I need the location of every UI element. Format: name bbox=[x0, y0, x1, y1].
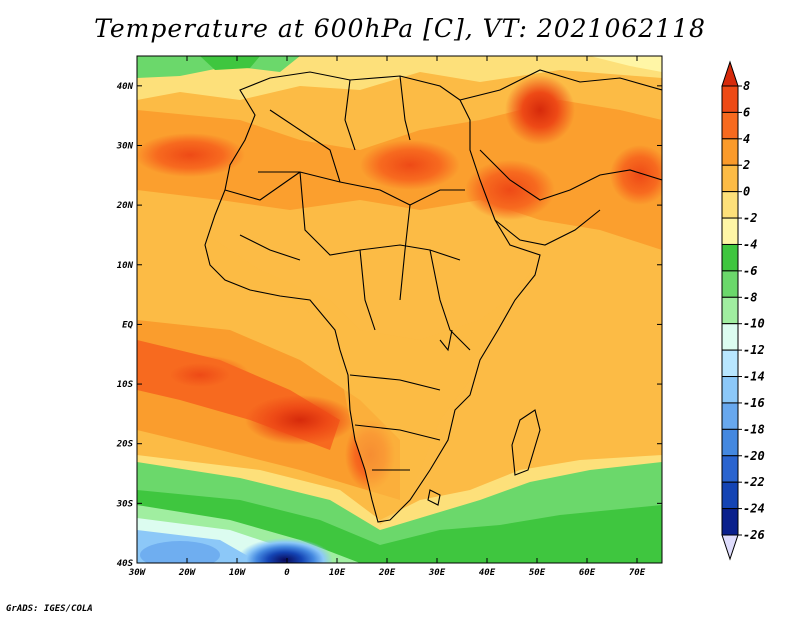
lat-tick-label: 40S bbox=[117, 559, 134, 569]
colorbar: 8 6 4 2 0 -2 -4 -6 -8 -10 -12 -14 -16 -18 -20 -22 -24 -26 bbox=[721, 60, 765, 561]
lat-tick-label: 20N bbox=[116, 201, 134, 211]
colorbar-box bbox=[721, 323, 739, 351]
axis-ticks: 30W 20W 10W 0 10E 20E 30E 40E 50E 60E 70E 40N 30N 20N… bbox=[116, 56, 662, 578]
lon-tick-label: 10W bbox=[229, 568, 247, 578]
lon-tick-label: 70E bbox=[629, 568, 646, 578]
colorbar-label: -18 bbox=[743, 422, 765, 436]
colorbar-label: -12 bbox=[743, 343, 765, 357]
grads-credit: GrADS: IGES/COLA bbox=[6, 604, 93, 614]
colorbar-label: -2 bbox=[743, 211, 757, 225]
colorbar-label: 2 bbox=[742, 158, 750, 172]
lat-tick-label: 10N bbox=[117, 261, 134, 271]
colorbar-box bbox=[721, 481, 739, 510]
lat-tick-label: 30N bbox=[116, 141, 134, 151]
colorbar-box bbox=[721, 376, 739, 404]
colorbar-box bbox=[721, 455, 739, 483]
colorbar-label: -26 bbox=[743, 528, 765, 542]
lat-tick-label: 40N bbox=[117, 82, 134, 92]
colorbar-box bbox=[721, 296, 739, 325]
colorbar-box bbox=[721, 85, 739, 113]
colorbar-label: 4 bbox=[743, 132, 750, 146]
colorbar-box bbox=[721, 349, 739, 378]
colorbar-label: -16 bbox=[743, 396, 765, 410]
colorbar-box bbox=[721, 243, 739, 272]
colorbar-label: 6 bbox=[743, 105, 750, 119]
colorbar-label: -20 bbox=[743, 449, 765, 463]
lat-tick-label: 30S bbox=[116, 499, 134, 509]
colorbar-box bbox=[721, 508, 739, 536]
lat-tick-label: 10S bbox=[117, 380, 134, 390]
lat-tick-label: 20S bbox=[116, 440, 134, 450]
colorbar-box bbox=[721, 138, 739, 166]
lat-tick-label: EQ bbox=[122, 320, 133, 330]
chart-title: Temperature at 600hPa [C], VT: 202106211… bbox=[94, 14, 706, 43]
lon-tick-label: 20E bbox=[378, 568, 396, 578]
colorbar-box bbox=[721, 428, 739, 457]
colorbar-box bbox=[721, 191, 739, 219]
colorbar-box bbox=[721, 164, 739, 193]
lon-tick-label: 0 bbox=[284, 568, 290, 578]
colorbar-label: -4 bbox=[743, 237, 757, 251]
lon-tick-label: 10E bbox=[329, 568, 346, 578]
temperature-field bbox=[137, 56, 662, 563]
colorbar-label: -6 bbox=[743, 264, 757, 278]
colorbar-label: -14 bbox=[743, 370, 765, 384]
lon-tick-label: 20W bbox=[178, 568, 197, 578]
colorbar-label: -8 bbox=[743, 290, 757, 304]
colorbar-bottom-triangle bbox=[721, 534, 739, 561]
colorbar-label: -22 bbox=[743, 475, 765, 489]
colorbar-label: -10 bbox=[743, 317, 765, 331]
colorbar-label: 0 bbox=[743, 185, 750, 199]
coastline-borders bbox=[204, 69, 662, 523]
lon-tick-label: 50E bbox=[529, 568, 546, 578]
colorbar-box bbox=[721, 111, 739, 140]
lon-tick-label: 30E bbox=[428, 568, 446, 578]
map-frame bbox=[136, 55, 663, 564]
colorbar-box bbox=[721, 217, 739, 245]
colorbar-label: -24 bbox=[743, 502, 765, 516]
lon-tick-label: 30W bbox=[128, 568, 147, 578]
colorbar-top-triangle bbox=[721, 60, 739, 87]
colorbar-box bbox=[721, 270, 739, 298]
colorbar-box bbox=[721, 402, 739, 430]
colorbar-label: 8 bbox=[743, 79, 750, 93]
lon-tick-label: 40E bbox=[479, 568, 496, 578]
lon-tick-label: 60E bbox=[579, 568, 596, 578]
